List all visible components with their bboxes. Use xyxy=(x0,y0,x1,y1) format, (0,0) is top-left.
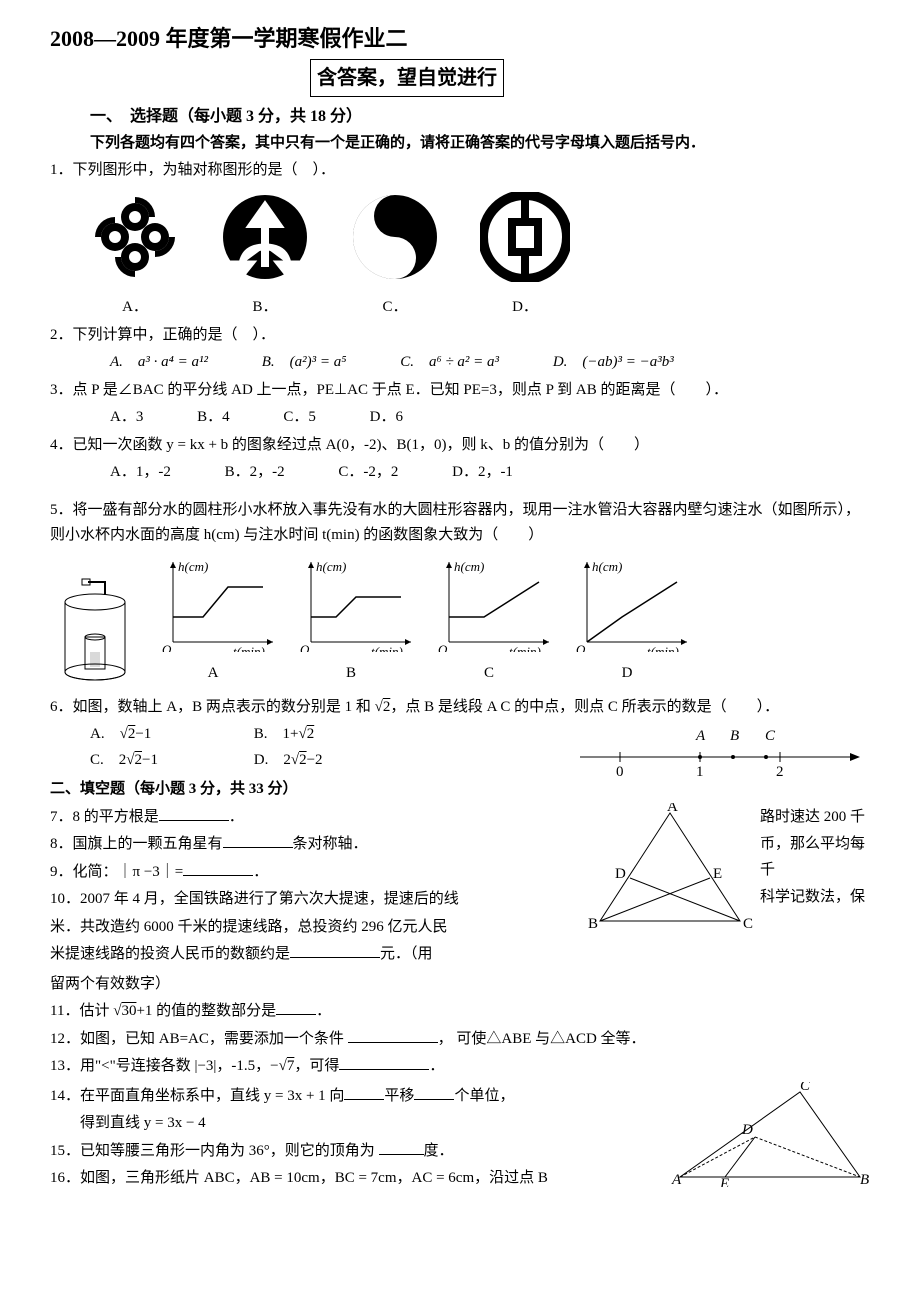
instruction-text: 下列各题均有四个答案，其中只有一个是正确的，请将正确答案的代号字母填入题后括号内… xyxy=(90,131,870,157)
section-2-heading: 二、填空题（每小题 3 分，共 33 分） xyxy=(50,777,870,803)
svg-text:O: O xyxy=(438,642,448,652)
question-11: 11．估计 30+1 的值的整数部分是． xyxy=(50,999,870,1025)
svg-text:h(cm): h(cm) xyxy=(592,559,622,574)
svg-text:O: O xyxy=(162,642,172,652)
svg-text:B: B xyxy=(730,728,739,744)
svg-text:t(min): t(min) xyxy=(371,644,403,652)
q3-opt-b: B．4 xyxy=(197,405,230,431)
question-15: 15．已知等腰三角形一内角为 36°，则它的顶角为 度． xyxy=(50,1139,670,1165)
svg-text:O: O xyxy=(300,642,310,652)
svg-text:A: A xyxy=(667,803,678,815)
question-13: 13．用"<"号连接各数 |−3|，-1.5，−7，可得． xyxy=(50,1054,870,1080)
svg-text:t(min): t(min) xyxy=(647,644,679,652)
svg-text:B: B xyxy=(860,1172,869,1187)
q4-opt-d: D．2，-1 xyxy=(452,460,513,486)
svg-text:A: A xyxy=(695,728,706,744)
graph-d: h(cm) O t(min) xyxy=(562,557,692,652)
svg-text:C: C xyxy=(800,1082,811,1094)
q1-figure-row: A． B． C． D． xyxy=(90,192,870,321)
question-14-line2: 得到直线 y = 3x − 4 xyxy=(80,1111,670,1137)
q3-opt-c: C．5 xyxy=(283,405,316,431)
q5-label-c: C xyxy=(424,661,554,687)
q1-label-a: A． xyxy=(90,295,180,321)
question-4: 4．已知一次函数 y = kx + b 的图象经过点 A(0，-2)、B(1，0… xyxy=(50,433,870,459)
answer-note-box: 含答案，望自觉进行 xyxy=(310,59,504,97)
triangle-fold: A B C D E xyxy=(670,1082,870,1187)
svg-text:B: B xyxy=(588,916,598,932)
svg-text:C: C xyxy=(765,728,776,744)
question-12: 12．如图，已知 AB=AC，需要添加一个条件 ， 可使△ABE 与△ACD 全… xyxy=(50,1027,870,1053)
svg-text:D: D xyxy=(615,866,626,882)
svg-text:t(min): t(min) xyxy=(233,644,265,652)
q1-label-b: B． xyxy=(220,295,310,321)
q3-opt-a: A．3 xyxy=(110,405,143,431)
question-8: 8．国旗上的一颗五角星有条对称轴． xyxy=(50,832,580,858)
page-title: 2008—2009 年度第一学期寒假作业二 xyxy=(50,20,870,57)
q5-label-b: B xyxy=(286,661,416,687)
svg-text:1: 1 xyxy=(696,764,704,777)
svg-text:h(cm): h(cm) xyxy=(454,559,484,574)
q5-graphs: h(cm) O t(min) A h(cm) O t(min) B h(cm) … xyxy=(50,557,870,687)
svg-text:A: A xyxy=(671,1172,682,1187)
section-1-heading: 一、 选择题（每小题 3 分，共 18 分） xyxy=(90,103,870,130)
number-line: 0 1 2 A B C xyxy=(570,722,870,777)
q3-options: A．3 B．4 C．5 D．6 xyxy=(110,405,870,431)
question-14: 14．在平面直角坐标系中，直线 y = 3x + 1 向平移个单位， xyxy=(50,1084,670,1110)
graph-a: h(cm) O t(min) xyxy=(148,557,278,652)
svg-text:0: 0 xyxy=(616,764,624,777)
q1-label-d: D． xyxy=(480,295,570,321)
question-10-line2: 米．共改造约 6000 千米的提速线路，总投资约 296 亿元人民 xyxy=(50,915,580,941)
q6-options-row2: C. 22−1 D. 22−2 xyxy=(90,748,570,774)
question-1: 1．下列图形中，为轴对称图形的是（ ）． xyxy=(50,158,870,184)
question-10-line1: 10．2007 年 4 月，全国铁路进行了第六次大提速，提速后的线 xyxy=(50,887,580,913)
q4-opt-c: C．-2，2 xyxy=(338,460,398,486)
svg-text:t(min): t(min) xyxy=(509,644,541,652)
svg-text:h(cm): h(cm) xyxy=(178,559,208,574)
question-6: 6．如图，数轴上 A，B 两点表示的数分别是 1 和 2，点 B 是线段 A C… xyxy=(50,695,870,721)
triangle-abc-de: A B C D E xyxy=(585,803,755,933)
svg-text:O: O xyxy=(576,642,586,652)
svg-text:E: E xyxy=(719,1176,729,1187)
swirl-icon xyxy=(90,192,180,282)
cup-diagram-icon xyxy=(50,577,140,687)
svg-text:D: D xyxy=(741,1122,753,1138)
q5-label-a: A xyxy=(148,661,278,687)
graph-b: h(cm) O t(min) xyxy=(286,557,416,652)
yinyang-icon xyxy=(350,192,440,282)
q2-opt-a: A. a³ · a⁴ = a¹² xyxy=(110,350,208,376)
graph-c: h(cm) O t(min) xyxy=(424,557,554,652)
question-9: 9．化简：｜π −3｜=． xyxy=(50,860,580,886)
question-3: 3．点 P 是∠BAC 的平分线 AD 上一点，PE⊥AC 于点 E．已知 PE… xyxy=(50,378,870,404)
q2-opt-d: D. (−ab)³ = −a³b³ xyxy=(553,350,674,376)
question-10-line4: 留两个有效数字） xyxy=(50,972,870,998)
bank-logo-icon xyxy=(480,192,570,282)
q2-options: A. a³ · a⁴ = a¹² B. (a²)³ = a⁵ C. a⁶ ÷ a… xyxy=(110,350,870,376)
q5-label-d: D xyxy=(562,661,692,687)
svg-text:E: E xyxy=(713,866,722,882)
q2-opt-b: B. (a²)³ = a⁵ xyxy=(262,350,347,376)
q2-opt-c: C. a⁶ ÷ a² = a³ xyxy=(400,350,499,376)
q1-label-c: C． xyxy=(350,295,440,321)
q4-opt-b: B．2，-2 xyxy=(225,460,285,486)
question-2: 2．下列计算中，正确的是（ ）． xyxy=(50,323,870,349)
q6-options-row1: A. 2−1 B. 1+2 xyxy=(90,722,570,748)
question-10-line3: 米提速线路的投资人民币的数额约是元．（用 xyxy=(50,942,580,968)
q4-options: A．1，-2 B．2，-2 C．-2，2 D．2，-1 xyxy=(110,460,870,486)
question-5: 5．将一盛有部分水的圆柱形小水杯放入事先没有水的大圆柱形容器内，现用一注水管沿大… xyxy=(50,498,870,549)
svg-text:h(cm): h(cm) xyxy=(316,559,346,574)
svg-text:2: 2 xyxy=(776,764,784,777)
q3-opt-d: D．6 xyxy=(370,405,403,431)
arrow-circle-icon xyxy=(220,192,310,282)
question-16: 16．如图，三角形纸片 ABC，AB = 10cm，BC = 7cm，AC = … xyxy=(50,1166,670,1192)
q4-opt-a: A．1，-2 xyxy=(110,460,171,486)
svg-text:C: C xyxy=(743,916,753,932)
question-7: 7．8 的平方根是． xyxy=(50,805,580,831)
